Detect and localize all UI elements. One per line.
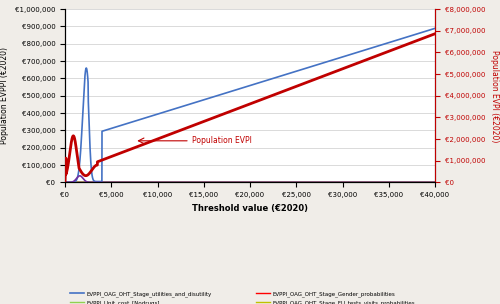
- X-axis label: Threshold value (€2020): Threshold value (€2020): [192, 204, 308, 213]
- Legend: EVPPI_OAG_OHT_Stage_utilities_and_disutility, EVPPI_Unit_cost_[Nodrugs], EVPPI_T: EVPPI_OAG_OHT_Stage_utilities_and_disuti…: [68, 289, 432, 304]
- Y-axis label: Population EVPPI (€2020): Population EVPPI (€2020): [0, 47, 9, 144]
- Text: Population EVPI: Population EVPI: [192, 136, 252, 145]
- Y-axis label: Population EVPI (€2020): Population EVPI (€2020): [490, 50, 499, 142]
